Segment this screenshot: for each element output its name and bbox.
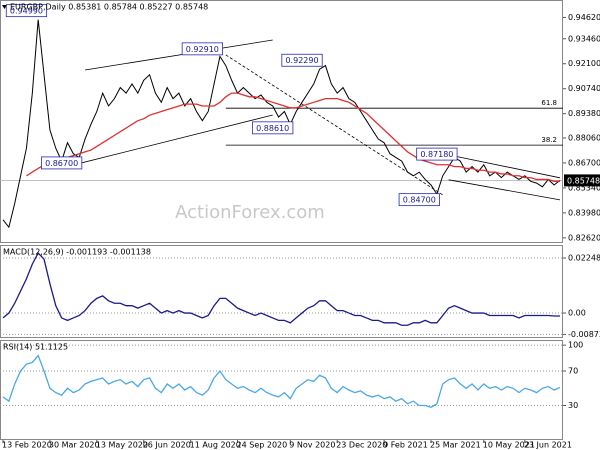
annotation-label: 0.87180 [420,150,453,159]
x-tick-label: 25 Mar 2021 [430,441,481,450]
trendline [448,154,561,179]
y-tick-label: 0.82620 [568,233,600,242]
last-price-label: 0.85748 [567,176,600,185]
annotation-label: 0.94990 [10,7,43,16]
y-tick-label: 0.86700 [568,158,600,167]
x-tick-label: 30 Mar 2020 [49,441,100,450]
x-tick-label: 23 Jun 2021 [524,441,572,450]
x-tick-label: 13 Feb 2020 [2,441,52,450]
fib-label: 38.2 [541,136,557,144]
panel-title: MACD(12,26,9) -0.001193 -0.001138 [3,248,151,257]
panel-title: EURGBP,Daily 0.85381 0.85784 0.85227 0.8… [10,3,208,12]
x-tick-label: 9 Feb 2021 [383,441,428,450]
series-line [2,19,561,229]
y-tick-label: 0.92100 [568,59,600,68]
panel-frame [0,245,563,338]
panel-frame [0,340,563,440]
annotation-box [281,53,323,67]
series-line [2,251,560,326]
fib-label: 61.8 [541,99,557,107]
annotation-box [181,42,223,56]
trendline [225,54,443,196]
y-tick-label: 0.94620 [568,13,600,22]
annotation-label: 0.88610 [256,124,289,133]
y-tick-label: 0.00 [568,309,586,318]
x-tick-label: 26 Jun 2020 [143,441,191,450]
y-tick-label: 0.90740 [568,84,600,93]
y-tick-label: 100 [568,341,583,350]
y-tick-label: 0.88060 [568,133,600,142]
y-tick-label: 0.93460 [568,34,600,43]
panel-frame [0,0,563,243]
annotation-box [252,121,294,135]
y-tick-label: 30 [568,401,578,410]
annotation-label: 0.92290 [285,56,318,65]
y-tick-label: 70 [568,367,578,376]
series-line [2,354,561,408]
series-line [26,92,560,182]
annotation-box [41,156,83,170]
panel-title: RSI(14) 51.1125 [3,343,68,352]
x-tick-label: 9 Nov 2020 [289,441,335,450]
annotation-label: 0.92910 [186,45,219,54]
annotation-box [398,193,440,207]
annotation-label: 0.86700 [45,159,78,168]
x-tick-label: 23 Dec 2020 [336,441,387,450]
watermark: ActionForex.com [175,202,325,223]
last-price-tag [564,174,600,187]
x-tick-label: 11 Aug 2020 [190,441,241,450]
y-tick-label: 0.89380 [568,109,600,118]
y-tick-label: 0.83980 [568,208,600,217]
y-tick-label: 0.85340 [568,183,600,192]
y-tick-label: -0.008736 [568,330,600,339]
annotation-box [5,4,48,18]
trendline [73,114,273,166]
y-tick-label: 0.022482 [568,254,600,263]
annotation-label: 0.84700 [403,196,436,205]
x-tick-label: 10 May 2021 [483,441,535,450]
x-tick-label: 13 May 2020 [96,441,148,450]
header-icon [2,5,7,9]
annotation-box [416,147,458,161]
x-tick-label: 24 Sep 2020 [237,441,288,450]
trendline [448,179,561,201]
trendline [85,39,273,71]
